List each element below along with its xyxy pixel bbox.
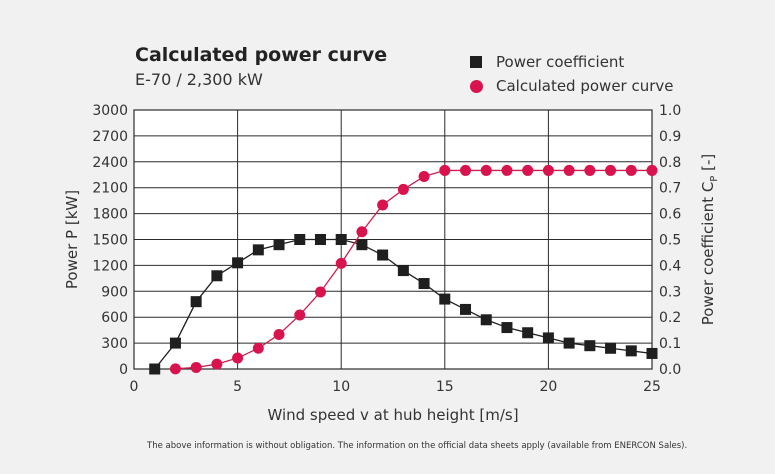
legend-label-power-curve: Calculated power curve <box>496 77 674 95</box>
y-tick-label-right: 0.9 <box>659 129 681 145</box>
data-point-power-coefficient <box>273 239 285 251</box>
x-tick-label: 25 <box>643 379 661 395</box>
plot-frame <box>133 109 653 370</box>
data-point-power-curve <box>335 257 347 269</box>
data-point-power-curve <box>563 164 575 176</box>
data-point-power-curve <box>294 309 306 321</box>
data-point-power-coefficient <box>356 239 368 251</box>
y-tick-label-right: 0.2 <box>659 310 681 326</box>
y-tick-label-right: 0.7 <box>659 181 681 197</box>
legend-square-marker <box>470 56 482 68</box>
y-axis-label-right-main: Power coefficient C <box>699 182 717 326</box>
data-point-power-coefficient <box>501 322 513 334</box>
x-tick-label: 5 <box>233 379 242 395</box>
data-point-power-coefficient <box>149 363 161 375</box>
y-tick-label-right: 0.0 <box>659 362 681 378</box>
y-tick-label-right: 0.4 <box>659 258 681 274</box>
data-point-power-coefficient <box>232 257 244 269</box>
data-point-power-coefficient <box>377 249 389 261</box>
data-point-power-coefficient <box>335 234 347 245</box>
data-point-power-coefficient <box>625 345 637 357</box>
y-tick-label-right: 0.5 <box>659 233 681 249</box>
data-point-power-coefficient <box>314 234 326 245</box>
data-point-power-coefficient <box>646 347 658 359</box>
data-point-power-coefficient <box>439 293 451 305</box>
data-point-power-curve <box>522 164 534 176</box>
data-point-power-curve <box>418 170 430 182</box>
data-point-power-curve <box>542 164 554 176</box>
y-tick-label-left: 2100 <box>92 181 128 197</box>
y-tick-label-right: 0.8 <box>659 155 681 171</box>
y-axis-label-right-subscript: P <box>709 176 720 182</box>
y-tick-label-right: 1.0 <box>659 103 681 119</box>
y-tick-label-left: 900 <box>101 284 128 300</box>
data-point-power-coefficient <box>397 265 409 277</box>
y-tick-label-left: 3000 <box>92 103 128 119</box>
data-point-power-curve <box>169 363 181 375</box>
data-point-power-coefficient <box>294 234 306 245</box>
footnote: The above information is without obligat… <box>147 441 688 451</box>
data-point-power-coefficient <box>252 244 264 256</box>
data-point-power-curve <box>646 164 658 176</box>
data-point-power-curve <box>211 358 223 370</box>
data-point-power-curve <box>605 164 617 176</box>
chart-title: Calculated power curve <box>135 44 388 66</box>
data-point-power-curve <box>584 164 596 176</box>
y-tick-label-left: 1500 <box>92 233 128 249</box>
data-point-power-coefficient <box>605 342 617 354</box>
x-tick-label: 10 <box>332 379 350 395</box>
data-point-power-coefficient <box>190 296 202 308</box>
data-point-power-coefficient <box>522 327 534 339</box>
data-point-power-curve <box>460 164 472 176</box>
y-tick-label-left: 300 <box>101 336 128 352</box>
chart-subtitle: E-70 / 2,300 kW <box>135 70 263 89</box>
data-point-power-curve <box>273 328 285 340</box>
x-tick-label: 20 <box>539 379 557 395</box>
data-point-power-coefficient <box>480 314 492 326</box>
data-point-power-curve <box>480 164 492 176</box>
y-tick-label-left: 1800 <box>92 207 128 223</box>
data-point-power-coefficient <box>563 337 575 349</box>
legend-label-power-coefficient: Power coefficient <box>496 53 625 71</box>
data-point-power-curve <box>190 361 202 373</box>
y-axis-label-right: Power coefficient CP [-] <box>699 154 720 325</box>
data-point-power-curve <box>501 164 513 176</box>
x-tick-label: 0 <box>130 379 139 395</box>
data-point-power-coefficient <box>460 303 472 315</box>
x-tick-label: 15 <box>436 379 454 395</box>
chart-legend: Power coefficient Calculated power curve <box>470 50 674 98</box>
data-point-power-coefficient <box>211 270 223 282</box>
data-point-power-coefficient <box>418 278 430 290</box>
y-tick-label-right: 0.1 <box>659 336 681 352</box>
x-axis-label: Wind speed v at hub height [m/s] <box>267 406 518 424</box>
y-tick-label-left: 0 <box>119 362 128 378</box>
legend-circle-marker <box>470 79 483 93</box>
y-tick-label-left: 1200 <box>92 258 128 274</box>
y-axis-label-left: Power P [kW] <box>63 190 81 289</box>
y-axis-label-right-unit: [-] <box>699 154 717 176</box>
data-point-power-curve <box>377 199 389 211</box>
y-tick-label-left: 2400 <box>92 155 128 171</box>
y-tick-label-right: 0.6 <box>659 207 681 223</box>
data-point-power-curve <box>314 286 326 298</box>
data-point-power-coefficient <box>584 340 596 352</box>
data-point-power-curve <box>625 164 637 176</box>
data-point-power-curve <box>232 352 244 364</box>
legend-item-power-curve: Calculated power curve <box>470 74 674 98</box>
y-tick-label-left: 2700 <box>92 129 128 145</box>
y-tick-label-left: 600 <box>101 310 128 326</box>
data-point-power-curve <box>397 183 409 195</box>
legend-item-power-coefficient: Power coefficient <box>470 50 674 74</box>
data-point-power-curve <box>439 164 451 176</box>
data-point-power-curve <box>356 226 368 238</box>
data-point-power-coefficient <box>169 337 181 349</box>
data-point-power-curve <box>252 342 264 354</box>
y-tick-label-right: 0.3 <box>659 284 681 300</box>
data-point-power-coefficient <box>542 332 554 344</box>
